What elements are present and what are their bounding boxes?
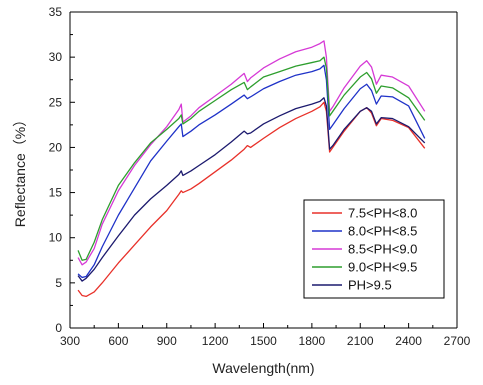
series-layer [77,40,426,298]
series-line-4 [77,56,426,261]
legend-label-5: PH>9.5 [348,278,392,293]
y-tick-label: 15 [49,186,63,200]
axes-layer: 300 600 900 1200 1500 1800 2100 2400 2700 0 5 10 15 2… [12,5,471,376]
y-tick-label: 0 [55,321,62,335]
y-tick-label: 35 [49,5,63,19]
x-tick-label: 600 [108,334,128,348]
y-tick-label: 25 [49,95,63,109]
y-tick-label: 10 [49,231,63,245]
legend-label-4: 9.0<PH<9.5 [348,260,417,275]
legend: 7.5<PH<8.0 8.0<PH<8.5 8.5<PH<9.0 9.0<PH<9.5… [303,199,445,299]
y-tick-label: 5 [55,276,62,290]
legend-label-3: 8.5<PH<9.0 [348,242,417,257]
series-line-5 [77,97,426,282]
x-tick-label: 2400 [395,334,422,348]
x-tick-label: 900 [157,334,177,348]
legend-label-2: 8.0<PH<8.5 [348,224,417,239]
y-axis-title: Reflectance（%） [12,113,28,227]
series-line-3 [77,40,426,266]
x-tick-label: 1200 [202,334,229,348]
x-tick-label: 1800 [299,334,326,348]
series-line-2 [77,64,426,279]
y-tick-label: 20 [49,140,63,154]
x-axis-title: Wavelength(nm) [212,360,314,376]
x-tick-label: 1500 [250,334,277,348]
y-tick-label: 30 [49,50,63,64]
x-tick-label: 2100 [347,334,374,348]
legend-label-1: 7.5<PH<8.0 [348,206,417,221]
x-tick-label: 300 [60,334,80,348]
x-tick-label: 2700 [444,334,471,348]
